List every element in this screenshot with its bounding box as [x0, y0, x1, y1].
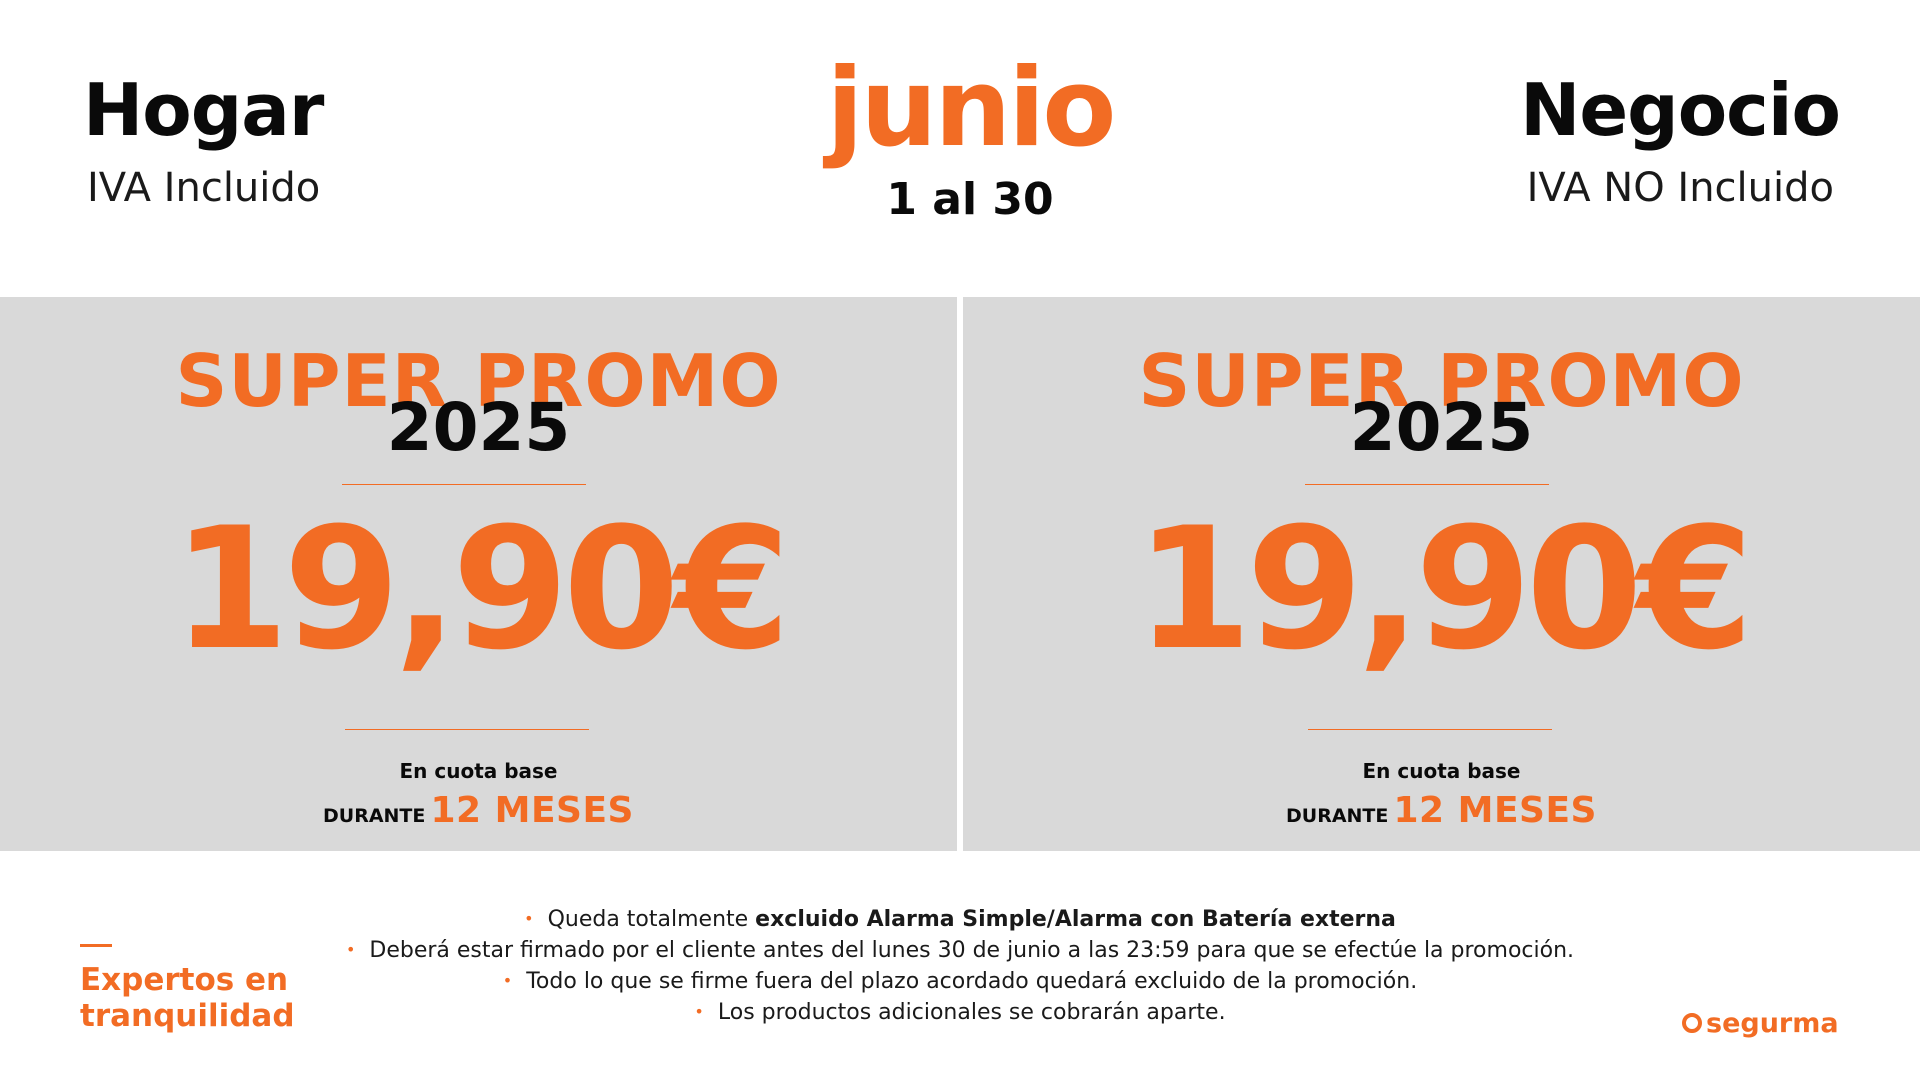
terms-text: Todo lo que se firme fuera del plazo aco… — [526, 969, 1418, 994]
durante-label: DURANTE — [1286, 805, 1389, 827]
durante-label: DURANTE — [323, 805, 426, 827]
terms-text: Deberá estar firmado por el cliente ante… — [369, 938, 1575, 963]
hogar-title: Hogar — [83, 68, 324, 152]
promo-title: SUPER PROMO — [175, 339, 782, 423]
terms-text: Los productos adicionales se cobrarán ap… — [717, 1000, 1226, 1025]
slogan-line: Expertos en — [80, 962, 289, 998]
terms-text: Queda totalmente — [547, 907, 756, 932]
terms-item: • Todo lo que se firme fuera del plazo ac… — [260, 966, 1660, 997]
promo-panel-negocio: SUPER PROMO 2025 19,90€ En cuota base DU… — [963, 297, 1920, 851]
promo-price: 19,90€ — [1135, 491, 1753, 687]
logo-ring-icon — [1682, 1013, 1702, 1033]
logo-text: segurma — [1706, 1007, 1839, 1039]
bullet-icon: • — [694, 1002, 704, 1021]
cuota-label: En cuota base — [1362, 759, 1521, 783]
slogan-line: tranquilidad — [80, 998, 295, 1034]
slogan-dash — [80, 944, 112, 947]
terms-item: • Deberá estar firmado por el cliente ant… — [260, 935, 1660, 966]
duration-line: DURANTE 12 MESES — [963, 793, 1920, 829]
promo-panel-hogar: SUPER PROMO 2025 19,90€ En cuota base DU… — [0, 297, 957, 851]
terms-item: • Los productos adicionales se cobrarán a… — [260, 997, 1660, 1028]
promo-price: 19,90€ — [172, 491, 790, 687]
divider-top — [1305, 484, 1549, 485]
divider-bottom — [1308, 729, 1552, 730]
cuota-label: En cuota base — [399, 759, 558, 783]
duration-value: 12 MESES — [430, 790, 634, 831]
segurma-logo: segurma — [1682, 1007, 1839, 1039]
terms-list: • Queda totalmente excluido Alarma Simple… — [260, 904, 1660, 1028]
promo-title: SUPER PROMO — [1138, 339, 1745, 423]
duration-value: 12 MESES — [1393, 790, 1597, 831]
slogan: Expertos en tranquilidad — [80, 962, 295, 1034]
date-range: 1 al 30 — [886, 174, 1054, 225]
hogar-subtitle: IVA Incluido — [87, 165, 321, 211]
negocio-subtitle: IVA NO Incluido — [1526, 165, 1834, 211]
divider-top — [342, 484, 586, 485]
bullet-icon: • — [345, 940, 356, 959]
negocio-title: Negocio — [1520, 68, 1841, 152]
bullet-icon: • — [502, 971, 513, 990]
terms-bold-text: excluido Alarma Simple/Alarma con Baterí… — [755, 907, 1396, 932]
promo-year: 2025 — [1349, 389, 1534, 466]
bullet-icon: • — [524, 909, 534, 928]
month-title: junio — [826, 46, 1116, 171]
duration-line: DURANTE 12 MESES — [0, 793, 957, 829]
terms-item: • Queda totalmente excluido Alarma Simple… — [260, 904, 1660, 935]
promo-year: 2025 — [386, 389, 571, 466]
divider-bottom — [345, 729, 589, 730]
